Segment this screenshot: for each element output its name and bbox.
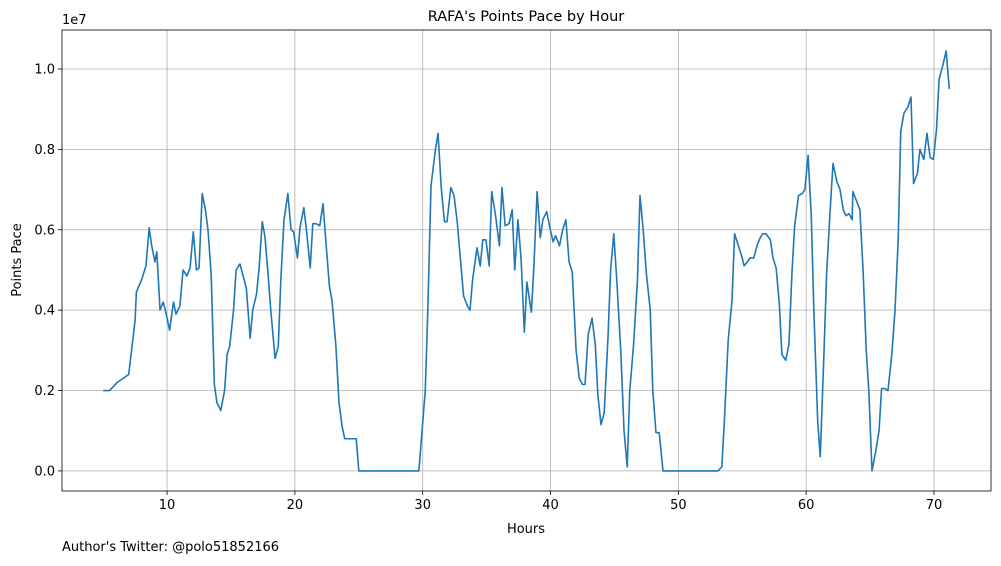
y-axis-label: Points Pace: [10, 223, 25, 297]
x-tick-label: 20: [287, 498, 304, 513]
y-offset-label: 1e7: [62, 13, 87, 28]
x-tick-label: 50: [670, 498, 687, 513]
line: [103, 50, 951, 472]
x-tick-label: 60: [798, 498, 815, 513]
x-tick-label: 30: [414, 498, 431, 513]
y-tick-label: 0.0: [34, 464, 55, 479]
y-tick-label: 0.6: [34, 223, 55, 238]
y-tick-label: 1.0: [34, 62, 55, 77]
y-tick-label: 0.2: [34, 384, 55, 399]
x-tick-label: 10: [159, 498, 176, 513]
footnote: Author's Twitter: @polo51852166: [62, 540, 279, 555]
chart-title: RAFA's Points Pace by Hour: [428, 9, 624, 25]
x-tick-label: 40: [542, 498, 559, 513]
x-tick-label: 70: [926, 498, 943, 513]
y-tick-label: 0.8: [34, 143, 55, 158]
x-axis-label: Hours: [507, 522, 545, 537]
y-tick-label: 0.4: [34, 304, 55, 319]
plot-frame: [61, 29, 992, 492]
